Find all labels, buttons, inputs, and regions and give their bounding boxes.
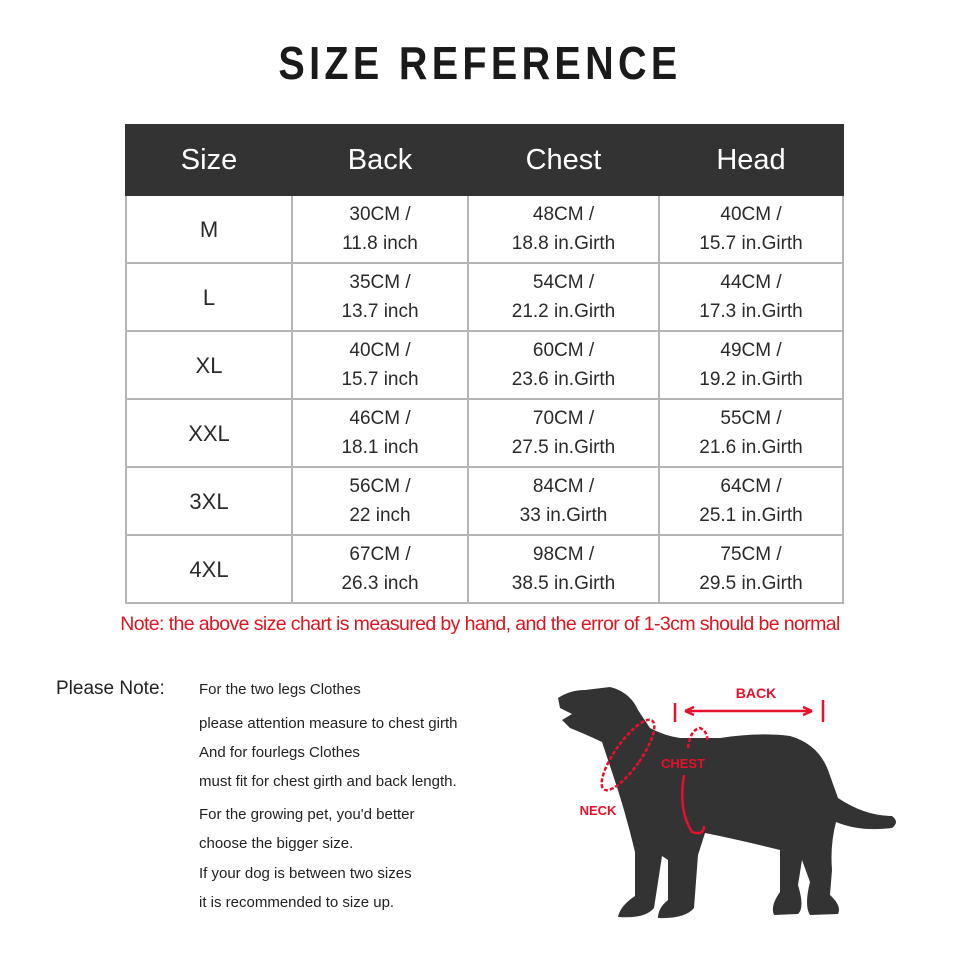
- header-head: Head: [658, 124, 844, 196]
- note-line: For the two legs Clothes: [199, 681, 361, 698]
- back-inch: 22 inch: [349, 505, 411, 526]
- size-cell: 4XL: [125, 534, 293, 604]
- head-cm: 49CM /: [720, 340, 782, 361]
- dog-silhouette-icon: [558, 687, 896, 919]
- chest-cell: 70CM / 27.5 in.Girth: [467, 398, 660, 468]
- size-cell: M: [125, 194, 293, 264]
- chest-cell: 48CM / 18.8 in.Girth: [467, 194, 660, 264]
- back-cell: 30CM / 11.8 inch: [291, 194, 469, 264]
- back-cm: 35CM /: [349, 272, 411, 293]
- table-row: M 30CM / 11.8 inch 48CM / 18.8 in.Girth 40CM …: [125, 194, 844, 264]
- chest-cm: 70CM /: [532, 408, 595, 429]
- head-cm: 64CM /: [720, 476, 782, 497]
- head-cm: 55CM /: [720, 408, 782, 429]
- note-line: If your dog is between two sizes: [199, 865, 412, 882]
- back-inch: 15.7 inch: [341, 369, 419, 390]
- chest-cell: 60CM / 23.6 in.Girth: [467, 330, 660, 400]
- back-cm: 30CM /: [349, 204, 411, 225]
- note-line: choose the bigger size.: [199, 835, 354, 852]
- chest-inch: 18.8 in.Girth: [511, 233, 616, 254]
- dog-measurement-diagram: BACK CHEST NECK: [558, 685, 896, 919]
- chest-inch: 38.5 in.Girth: [511, 573, 616, 594]
- chest-cell: 54CM / 21.2 in.Girth: [467, 262, 660, 332]
- head-inch: 19.2 in.Girth: [699, 369, 803, 390]
- header-size: Size: [125, 124, 293, 196]
- back-cm: 67CM /: [349, 544, 411, 565]
- chest-cell: 84CM / 33 in.Girth: [467, 466, 660, 536]
- head-cm: 40CM /: [720, 204, 782, 225]
- chest-label: CHEST: [661, 756, 705, 771]
- chest-cm: 60CM /: [532, 340, 595, 361]
- note-line: And for fourlegs Clothes: [199, 744, 360, 761]
- note-line: please attention measure to chest girth: [199, 715, 458, 732]
- head-inch: 21.6 in.Girth: [699, 437, 803, 458]
- chest-cm: 84CM /: [532, 476, 595, 497]
- back-label: BACK: [736, 685, 776, 701]
- chest-cm: 48CM /: [532, 204, 595, 225]
- chest-inch: 23.6 in.Girth: [511, 369, 616, 390]
- head-cell: 49CM / 19.2 in.Girth: [658, 330, 844, 400]
- back-cell: 40CM / 15.7 inch: [291, 330, 469, 400]
- size-cell: XL: [125, 330, 293, 400]
- chest-cm: 98CM /: [532, 544, 595, 565]
- head-cm: 75CM /: [720, 544, 782, 565]
- head-cell: 64CM / 25.1 in.Girth: [658, 466, 844, 536]
- back-cell: 46CM / 18.1 inch: [291, 398, 469, 468]
- note-line: For the growing pet, you'd better: [199, 806, 415, 823]
- chest-inch: 33 in.Girth: [519, 505, 608, 526]
- table-row: XXL 46CM / 18.1 inch 70CM / 27.5 in.Girth 55C…: [125, 398, 844, 468]
- back-cm: 46CM /: [349, 408, 411, 429]
- back-cell: 35CM / 13.7 inch: [291, 262, 469, 332]
- back-inch: 26.3 inch: [341, 573, 419, 594]
- head-cell: 44CM / 17.3 in.Girth: [658, 262, 844, 332]
- head-cm: 44CM /: [720, 272, 782, 293]
- chest-inch: 21.2 in.Girth: [511, 301, 616, 322]
- header-chest: Chest: [467, 124, 660, 196]
- back-inch: 18.1 inch: [341, 437, 419, 458]
- note-line: it is recommended to size up.: [199, 894, 395, 911]
- header-back: Back: [291, 124, 469, 196]
- back-cell: 67CM / 26.3 inch: [291, 534, 469, 604]
- head-inch: 29.5 in.Girth: [699, 573, 803, 594]
- table-header-row: Size Back Chest Head: [125, 124, 844, 196]
- table-row: XL 40CM / 15.7 inch 60CM / 23.6 in.Girth 49CM…: [125, 330, 844, 400]
- size-cell: L: [125, 262, 293, 332]
- chest-cm: 54CM /: [532, 272, 595, 293]
- head-cell: 40CM / 15.7 in.Girth: [658, 194, 844, 264]
- head-cell: 55CM / 21.6 in.Girth: [658, 398, 844, 468]
- measurement-note: Note: the above size chart is measured b…: [120, 613, 840, 635]
- head-inch: 17.3 in.Girth: [699, 301, 803, 322]
- table-row: 3XL 56CM / 22 inch 84CM / 33 in.Girth 64CM / 2…: [125, 466, 844, 536]
- head-inch: 25.1 in.Girth: [699, 505, 803, 526]
- size-table: Size Back Chest Head M 30CM / 11.8 inch 48C…: [125, 124, 844, 604]
- size-cell: 3XL: [125, 466, 293, 536]
- back-inch: 13.7 inch: [341, 301, 419, 322]
- page-title: SIZE REFERENCE: [278, 37, 682, 89]
- head-inch: 15.7 in.Girth: [699, 233, 803, 254]
- head-cell: 75CM / 29.5 in.Girth: [658, 534, 844, 604]
- table-row: 4XL 67CM / 26.3 inch 98CM / 38.5 in.Girth 75C…: [125, 534, 844, 604]
- neck-label: NECK: [580, 803, 617, 818]
- size-cell: XXL: [125, 398, 293, 468]
- chest-cell: 98CM / 38.5 in.Girth: [467, 534, 660, 604]
- back-inch: 11.8 inch: [342, 233, 418, 254]
- table-row: L 35CM / 13.7 inch 54CM / 21.2 in.Girth 44CM …: [125, 262, 844, 332]
- back-cm: 56CM /: [349, 476, 411, 497]
- back-cm: 40CM /: [349, 340, 411, 361]
- please-note-label: Please Note:: [56, 678, 165, 699]
- note-line: must fit for chest girth and back length…: [199, 773, 457, 790]
- chest-inch: 27.5 in.Girth: [511, 437, 616, 458]
- back-cell: 56CM / 22 inch: [291, 466, 469, 536]
